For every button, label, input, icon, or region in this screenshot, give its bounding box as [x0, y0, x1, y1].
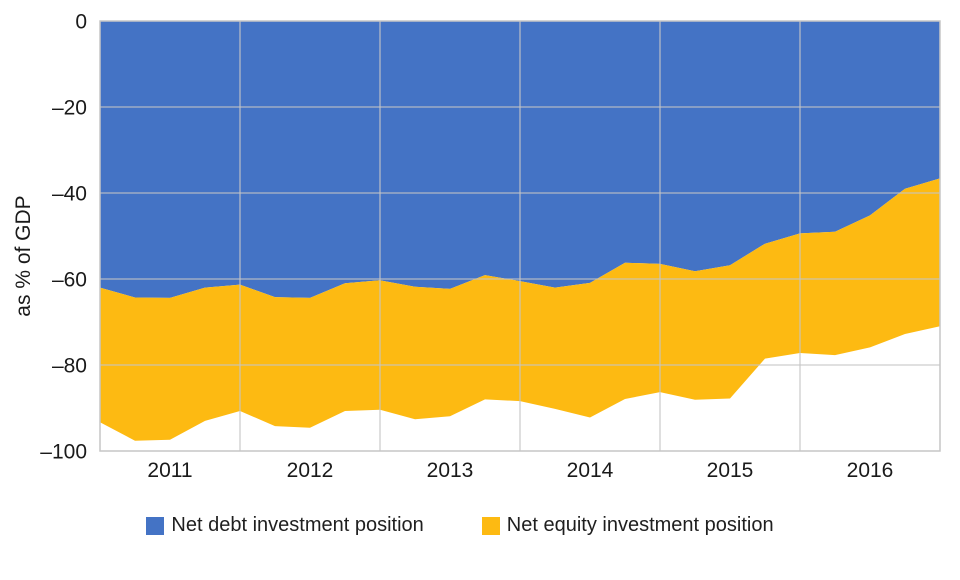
- y-tick-label: –60: [52, 269, 87, 292]
- x-year-label: 2012: [287, 459, 334, 482]
- legend-item-net-equity: Net equity investment position: [481, 514, 774, 537]
- y-tick-label: –20: [52, 97, 87, 120]
- legend-label-net-debt: Net debt investment position: [171, 514, 424, 536]
- y-tick-label: –80: [52, 355, 87, 378]
- legend-item-net-debt: Net debt investment position: [146, 514, 424, 537]
- y-axis-title: as % of GDP: [12, 195, 35, 316]
- plot-border: [99, 20, 941, 452]
- x-year-label: 2011: [147, 459, 192, 482]
- y-tick-label: 0: [75, 11, 87, 34]
- y-tick-label: –40: [52, 183, 87, 206]
- y-tick-label: –100: [40, 441, 87, 464]
- legend: Net debt investment position Net equity …: [0, 514, 920, 537]
- net-equity-swatch-icon: [481, 516, 500, 535]
- legend-label-net-equity: Net equity investment position: [506, 514, 774, 536]
- x-year-label: 2015: [707, 459, 754, 482]
- net-debt-swatch-icon: [146, 516, 165, 535]
- x-year-label: 2016: [847, 459, 894, 482]
- x-year-label: 2013: [427, 459, 474, 482]
- stacked-area-chart: 0 –20 –40 –60 –80 –100 2011 2012 2013 2014 2015 201…: [12, 11, 941, 482]
- x-year-label: 2014: [567, 459, 614, 482]
